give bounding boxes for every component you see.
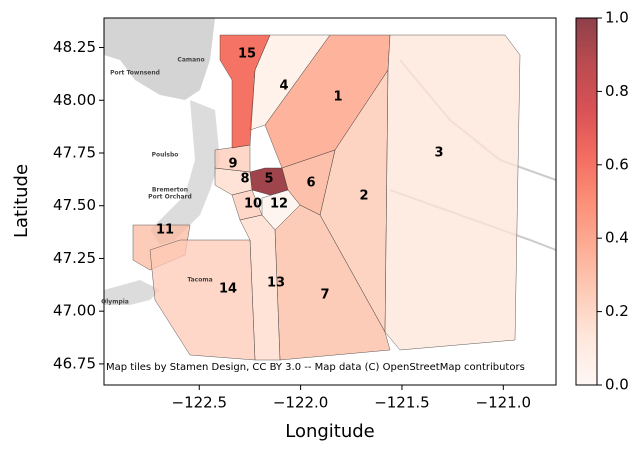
x-tick-label: −121.5 <box>374 394 430 412</box>
place-label: Bremerton <box>152 187 188 194</box>
y-tick-label: 47.25 <box>53 249 96 267</box>
place-label: Poulsbo <box>152 152 179 159</box>
y-axis-label: Latitude <box>11 164 32 238</box>
y-tick-label: 48.00 <box>53 91 96 109</box>
y-tick-label: 46.75 <box>53 354 96 372</box>
region-label: 7 <box>320 288 329 303</box>
y-tick-label: 48.25 <box>53 38 96 56</box>
attribution: Map tiles by Stamen Design, CC BY 3.0 --… <box>106 362 525 373</box>
region-label: 6 <box>306 176 315 191</box>
y-tick-label: 47.00 <box>53 302 96 320</box>
colorbar <box>575 17 598 386</box>
place-label: Port Townsend <box>110 70 160 77</box>
region <box>219 34 271 149</box>
region-label: 12 <box>270 197 288 212</box>
y-tick-label: 47.75 <box>53 143 96 161</box>
region-label: 5 <box>264 172 273 187</box>
region-label: 3 <box>434 146 443 161</box>
colorbar-tick-label: 0.6 <box>605 155 629 173</box>
region <box>384 34 521 351</box>
region-label: 10 <box>244 197 262 212</box>
region-label: 4 <box>279 79 288 94</box>
x-tick-label: −122.5 <box>172 394 228 412</box>
region-label: 13 <box>267 276 285 291</box>
region-label: 1 <box>333 90 342 105</box>
x-tick-label: −122.0 <box>273 394 329 412</box>
region <box>261 189 301 231</box>
y-tick-label: 47.50 <box>53 196 96 214</box>
place-label: Camano <box>177 57 204 64</box>
region-label: 15 <box>238 47 256 62</box>
region-label: 14 <box>219 282 237 297</box>
region-label: 8 <box>240 172 249 187</box>
region <box>149 239 256 361</box>
colorbar-tick-label: 1.0 <box>605 9 629 27</box>
x-axis-label: Longitude <box>285 421 375 442</box>
colorbar-tick-label: 0.2 <box>605 302 629 320</box>
x-tick-label: −121.0 <box>476 394 532 412</box>
colorbar-tick-label: 0.8 <box>605 82 629 100</box>
place-label: Olympia <box>101 299 129 306</box>
region-label: 11 <box>156 223 174 238</box>
plot-frame <box>103 17 557 386</box>
colorbar-tick-label: 0.0 <box>605 376 629 394</box>
place-label: Port Orchard <box>148 194 192 201</box>
place-label: Tacoma <box>187 277 212 284</box>
region-label: 2 <box>359 189 368 204</box>
colorbar-tick-label: 0.4 <box>605 229 629 247</box>
region-label: 9 <box>228 157 237 172</box>
